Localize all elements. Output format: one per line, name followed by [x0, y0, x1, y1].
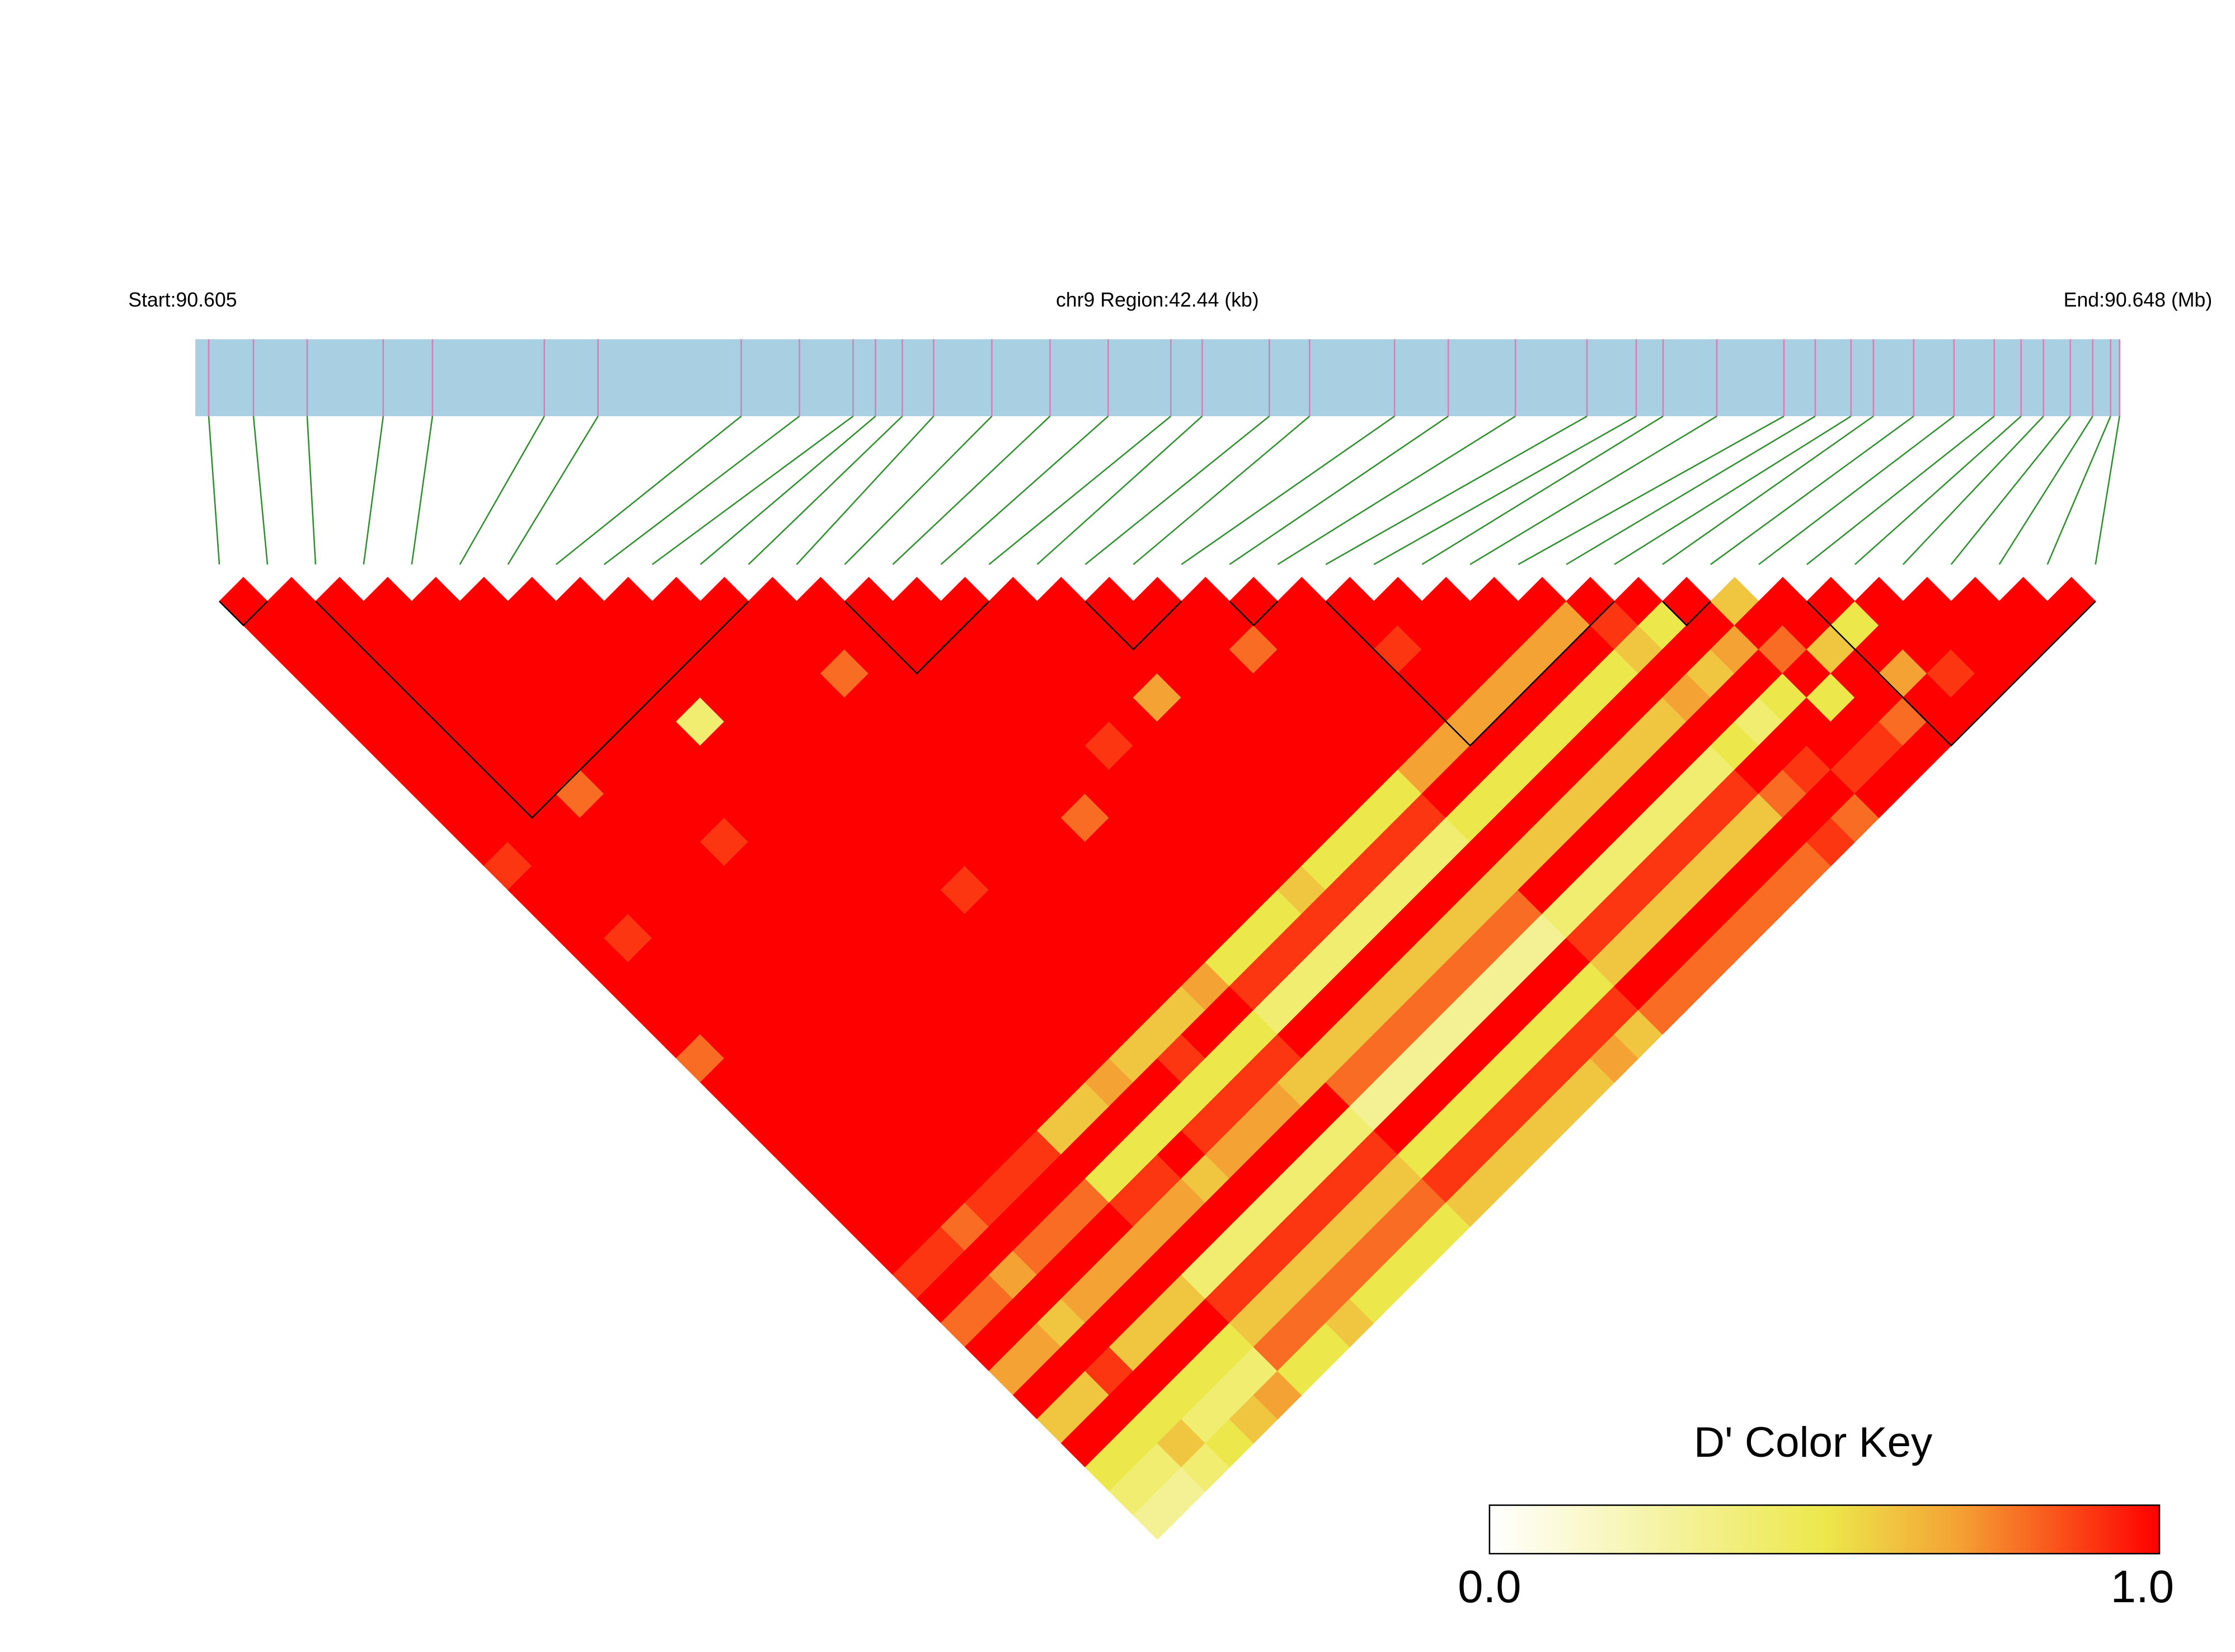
start-label: Start:90.605	[128, 289, 237, 311]
ld-block	[219, 600, 268, 627]
ld-block	[1229, 600, 1279, 627]
snp-link	[1950, 416, 2071, 565]
snp-link	[208, 416, 220, 565]
ld-block	[314, 600, 749, 819]
snp-link	[1710, 415, 1914, 565]
color-key	[1489, 1504, 2161, 1555]
snp-link	[1758, 415, 1955, 565]
snp-link	[411, 416, 434, 565]
snp-link	[2046, 416, 2111, 565]
snp-link	[892, 416, 1051, 565]
key-tick-label: 0.0	[1458, 1561, 1521, 1612]
snp-link	[459, 416, 545, 565]
snp-link	[1421, 415, 1664, 566]
region-bar	[195, 339, 2120, 416]
snp-link	[1518, 415, 1785, 566]
ld-block	[1662, 600, 1711, 627]
snp-link	[1662, 415, 1874, 566]
snp-link	[940, 416, 1109, 565]
snp-link	[1614, 415, 1852, 566]
snp-link	[1036, 416, 1203, 565]
snp-link	[1854, 416, 2022, 565]
snp-link	[796, 416, 935, 565]
snp-link	[1806, 415, 1995, 565]
snp-link	[2095, 416, 2120, 565]
snp-link	[1469, 415, 1717, 566]
snp-link	[844, 416, 993, 565]
snp-link	[1229, 415, 1449, 566]
snp-link	[748, 416, 903, 565]
snp-link	[1902, 416, 2044, 565]
snp-link	[1181, 415, 1395, 566]
snp-link	[1325, 415, 1588, 566]
snp-link	[507, 416, 599, 565]
snp-link	[1566, 415, 1816, 566]
region-label: chr9 Region:42.44 (kb)	[1056, 289, 1259, 311]
snp-link	[306, 416, 317, 565]
snp-link	[1373, 415, 1637, 566]
key-tick-label: 1.0	[2111, 1561, 2174, 1612]
ld-block	[844, 600, 990, 675]
snp-link	[1277, 415, 1516, 566]
snp-link	[1998, 416, 2093, 565]
key-title: D' Color Key	[1694, 1419, 1933, 1466]
ld-block	[1084, 600, 1182, 651]
end-label: End:90.648 (Mb)	[2064, 289, 2213, 311]
snp-link	[603, 415, 800, 565]
snp-link	[651, 415, 854, 565]
snp-link	[555, 415, 742, 565]
snp-link	[252, 416, 269, 565]
snp-link	[363, 416, 384, 565]
snp-link	[1084, 415, 1270, 565]
ld-cells	[219, 577, 2096, 1540]
snp-link	[699, 416, 876, 565]
ld-block	[1325, 600, 1615, 747]
snp-link	[1133, 416, 1311, 565]
snp-link	[988, 415, 1172, 565]
ld-block	[1806, 600, 2096, 747]
